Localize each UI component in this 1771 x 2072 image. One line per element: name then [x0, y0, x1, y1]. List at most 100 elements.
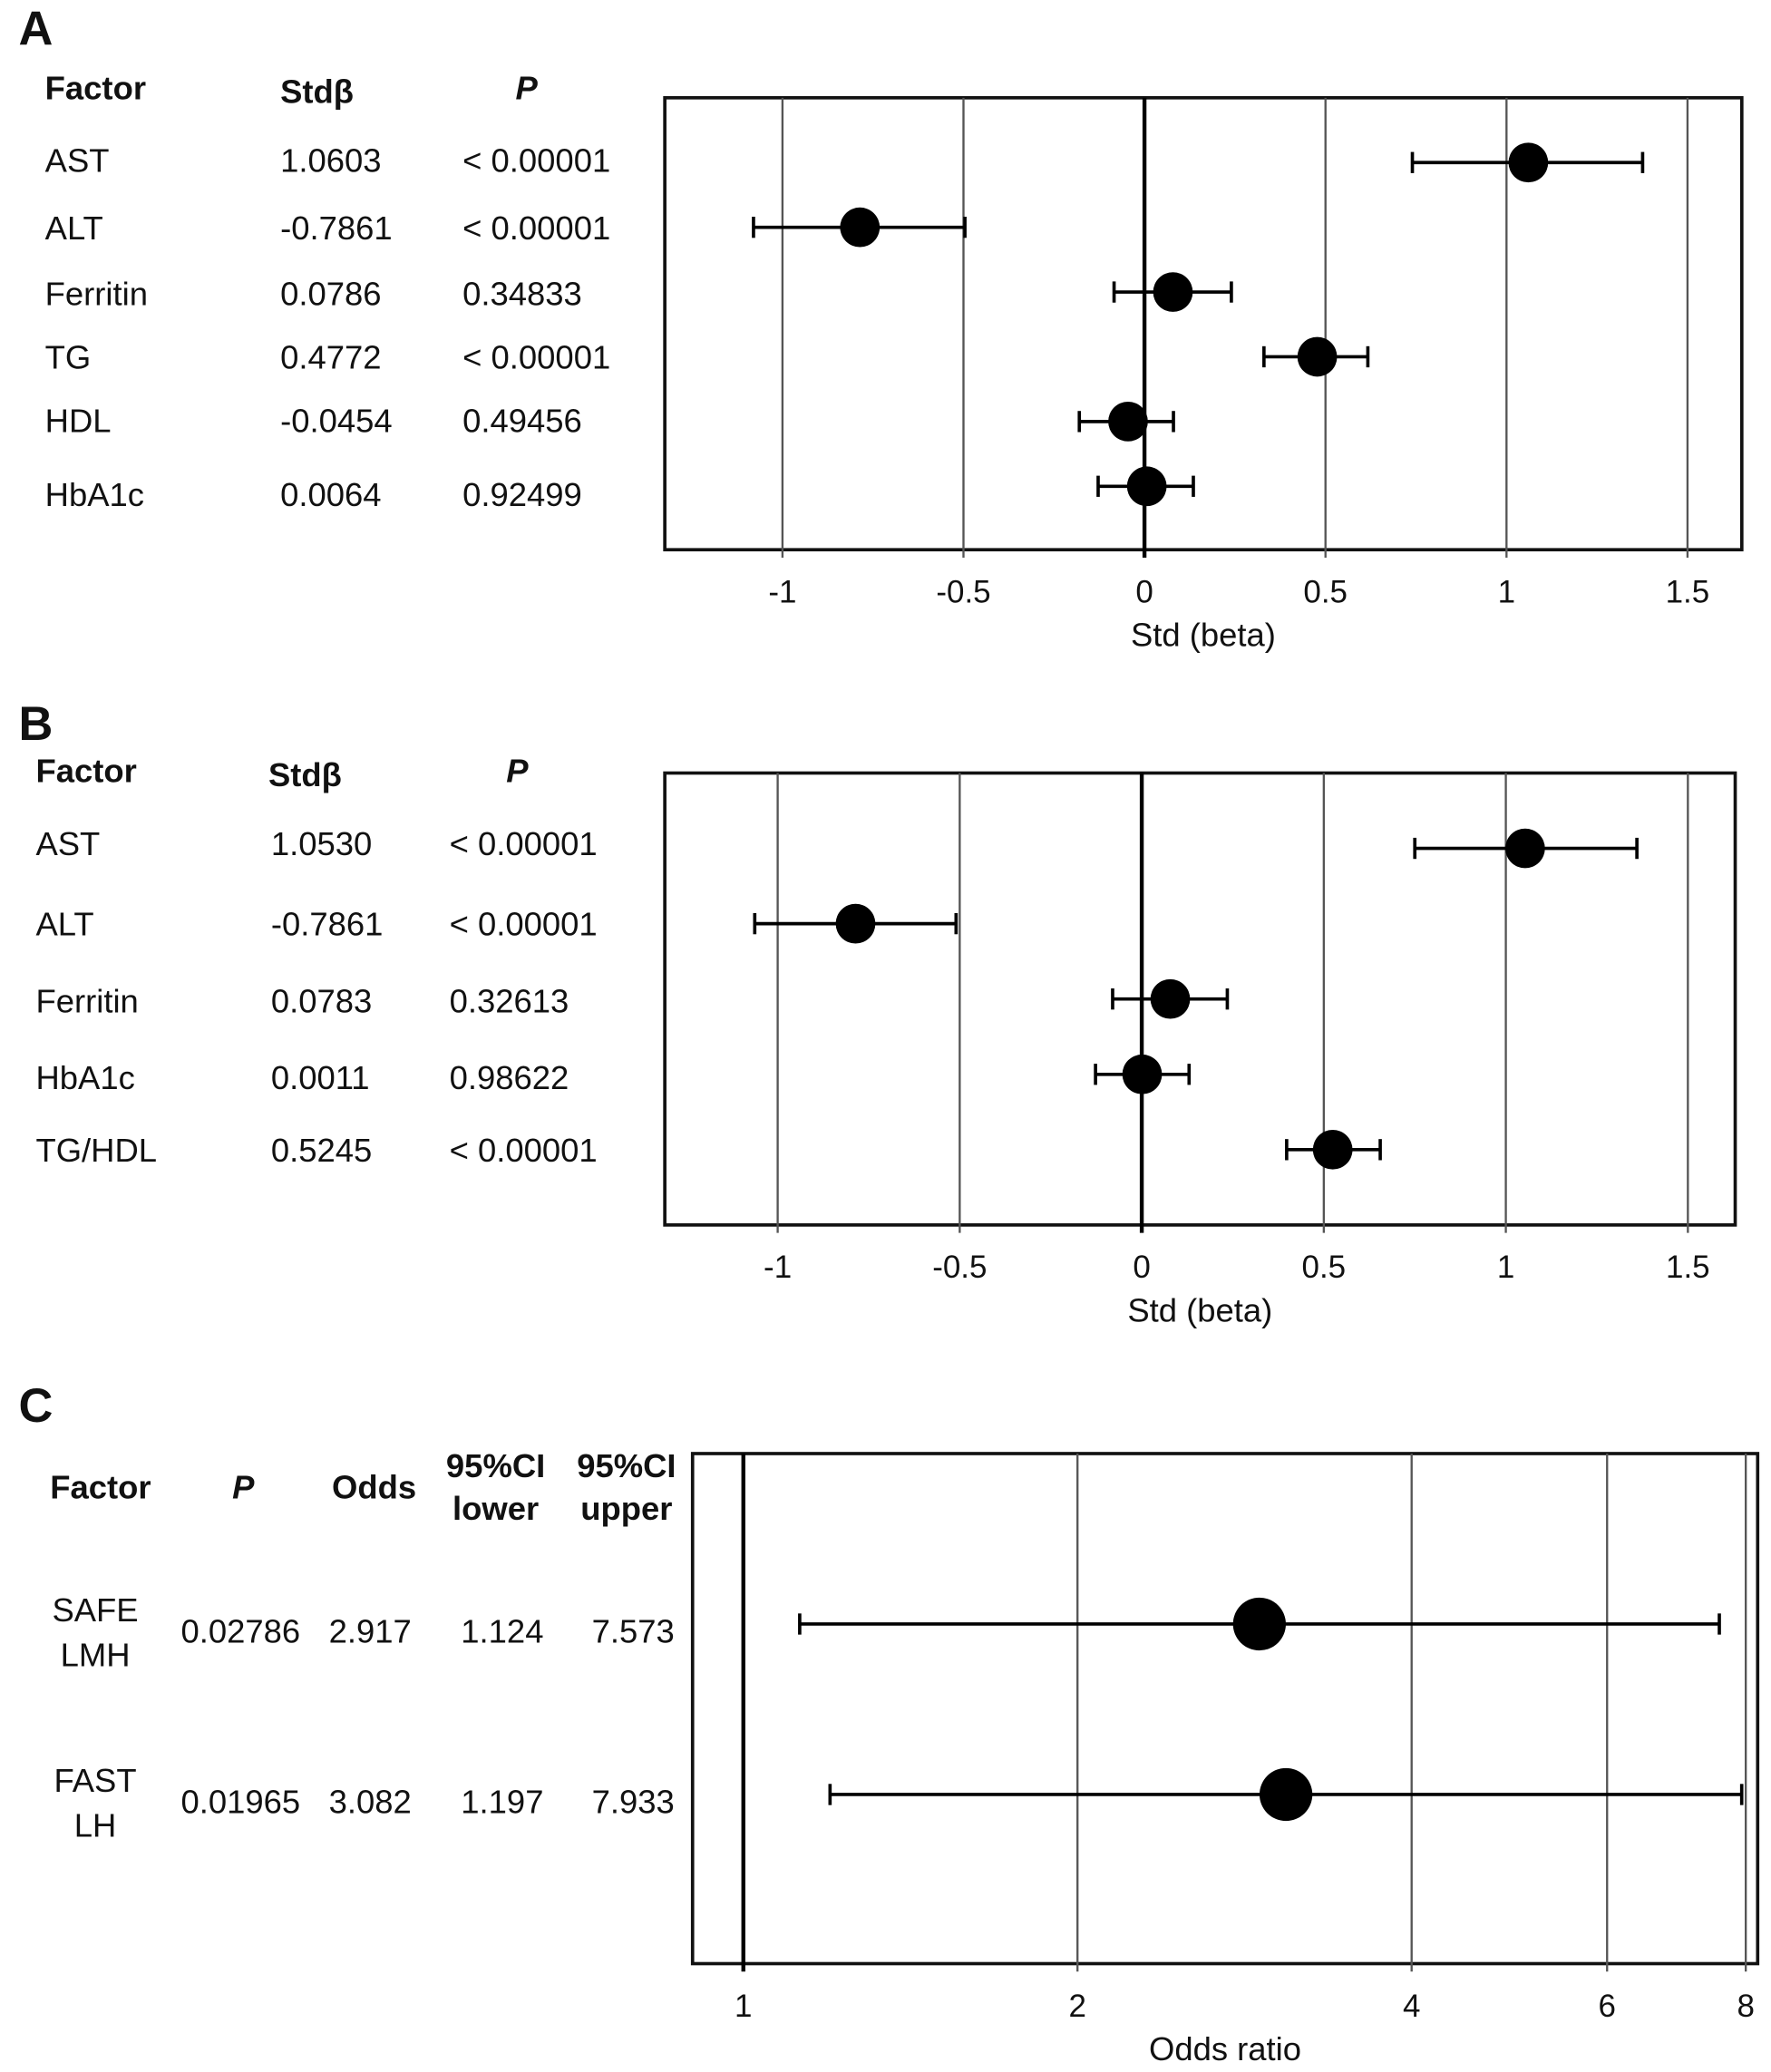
header-factor: Factor: [45, 69, 146, 106]
x-axis-label: Odds ratio: [1149, 2030, 1301, 2067]
row-factor-line2: LH: [74, 1807, 117, 1844]
row-ci-upper: 7.573: [592, 1612, 675, 1649]
header-ci-upper-1: 95%CI: [577, 1447, 676, 1484]
x-axis-label: Std (beta): [1131, 617, 1276, 654]
row-std-beta: 0.0786: [280, 276, 381, 313]
row-std-beta: 0.0064: [280, 476, 381, 513]
panel-label: C: [19, 1380, 54, 1433]
point-estimate: [1153, 272, 1193, 312]
row-p-value: 0.92499: [462, 476, 582, 513]
row-p-value: < 0.00001: [450, 825, 598, 862]
row-std-beta: 0.0011: [271, 1059, 370, 1096]
x-tick-label: -1: [768, 575, 796, 610]
row-factor-line2: LMH: [61, 1637, 131, 1674]
x-tick-label: 0.5: [1302, 1250, 1347, 1285]
x-tick-label: 4: [1403, 1989, 1420, 2024]
plot-c: 1 2 4 6 8 Odds ratio: [690, 1452, 1760, 2067]
row-std-beta: 1.0603: [280, 141, 381, 179]
row-factor: TG: [45, 339, 92, 376]
row-p-value: 0.01965: [181, 1783, 301, 1820]
row-factor: AST: [35, 825, 100, 862]
point-estimate: [1150, 978, 1191, 1019]
plot-a: -1 -0.5 0 0.5 1 1.5 Std (beta): [663, 96, 1744, 654]
header-ci-upper-2: upper: [580, 1490, 672, 1527]
row-p-value: 0.49456: [462, 403, 582, 440]
row-std-beta: 1.0530: [271, 825, 372, 862]
row-p-value: < 0.00001: [450, 1132, 598, 1169]
row-factor: Ferritin: [45, 276, 148, 313]
header-factor: Factor: [50, 1469, 151, 1506]
row-p-value: < 0.00001: [462, 141, 610, 179]
row-factor-line1: SAFE: [52, 1591, 138, 1629]
point-estimate: [1505, 828, 1545, 869]
header-std-beta: Stdβ: [280, 73, 354, 111]
table-a: AST 1.0603 < 0.00001 ALT -0.7861 < 0.00001 Fer…: [45, 141, 611, 513]
row-ci-lower: 1.197: [461, 1783, 543, 1820]
panel-a: A Factor Stdβ P AST 1.0603 < 0.00001 ALT -0.…: [19, 4, 1744, 654]
point-estimate: [1108, 402, 1148, 442]
row-p-value: 0.32613: [450, 982, 569, 1019]
header-std-beta: Stdβ: [268, 756, 342, 793]
point-estimate: [1122, 1054, 1163, 1094]
x-tick-label: 0.5: [1303, 575, 1348, 610]
row-factor: HDL: [45, 403, 112, 440]
x-tick-label: -0.5: [936, 575, 990, 610]
point-estimate: [1508, 142, 1549, 183]
point-estimate: [1297, 336, 1338, 377]
row-std-beta: 0.4772: [280, 339, 381, 376]
header-ci-lower-1: 95%CI: [446, 1447, 545, 1484]
plot-b: -1 -0.5 0 0.5 1 1.5 Std (beta): [663, 771, 1737, 1328]
row-factor: ALT: [35, 906, 93, 943]
row-factor: ALT: [45, 209, 103, 247]
x-tick-label: 1: [1498, 575, 1515, 610]
point-estimate: [835, 903, 876, 944]
panel-c: C Factor P Odds 95%CI lower 95%CI upper …: [19, 1380, 1760, 2067]
row-odds: 2.917: [329, 1612, 412, 1649]
row-factor: AST: [45, 141, 110, 179]
x-tick-label: 6: [1599, 1989, 1616, 2024]
row-ci-lower: 1.124: [461, 1612, 543, 1649]
row-factor: HbA1c: [45, 476, 144, 513]
row-factor: HbA1c: [35, 1059, 134, 1096]
header-odds: Odds: [332, 1469, 416, 1506]
table-b: AST 1.0530 < 0.00001 ALT -0.7861 < 0.00001 Fer…: [35, 825, 597, 1169]
x-tick-label: 1.5: [1666, 1250, 1710, 1285]
x-tick-label: 1.5: [1666, 575, 1710, 610]
row-p-value: < 0.00001: [450, 906, 598, 943]
point-estimate: [1259, 1767, 1313, 1822]
panel-label: A: [19, 4, 54, 56]
row-std-beta: -0.7861: [280, 209, 393, 247]
table-c: SAFE LMH 0.02786 2.917 1.124 7.573 FAST LH 0.019…: [52, 1591, 674, 1844]
x-tick-label: -0.5: [932, 1250, 987, 1285]
x-axis-label: Std (beta): [1127, 1291, 1272, 1328]
point-estimate: [1232, 1597, 1286, 1651]
plot-frame: [663, 96, 1744, 552]
row-factor-line1: FAST: [54, 1762, 137, 1799]
x-tick-label: 0: [1133, 1250, 1150, 1285]
row-std-beta: -0.7861: [271, 906, 384, 943]
header-p: P: [515, 69, 538, 106]
x-tick-label: 8: [1737, 1989, 1754, 2024]
row-std-beta: -0.0454: [280, 403, 393, 440]
plot-frame: [690, 1452, 1760, 1966]
row-p-value: < 0.00001: [462, 339, 610, 376]
x-tick-label: 1: [735, 1989, 752, 2024]
panel-label: B: [19, 698, 54, 751]
row-p-value: < 0.00001: [462, 209, 610, 247]
row-ci-upper: 7.933: [592, 1783, 675, 1820]
point-estimate: [840, 207, 881, 248]
row-factor: TG/HDL: [35, 1132, 157, 1169]
panel-b: B Factor Stdβ P AST 1.0530 < 0.00001 ALT -0.…: [19, 698, 1737, 1328]
row-p-value: 0.98622: [450, 1059, 569, 1096]
row-std-beta: 0.0783: [271, 982, 372, 1019]
x-tick-label: 0: [1135, 575, 1153, 610]
row-factor: Ferritin: [35, 982, 138, 1019]
point-estimate: [1126, 466, 1167, 507]
x-tick-label: 1: [1497, 1250, 1514, 1285]
row-p-value: 0.02786: [181, 1612, 301, 1649]
row-odds: 3.082: [329, 1783, 412, 1820]
row-p-value: 0.34833: [462, 276, 582, 313]
header-p: P: [506, 753, 529, 790]
point-estimate: [1312, 1129, 1353, 1170]
